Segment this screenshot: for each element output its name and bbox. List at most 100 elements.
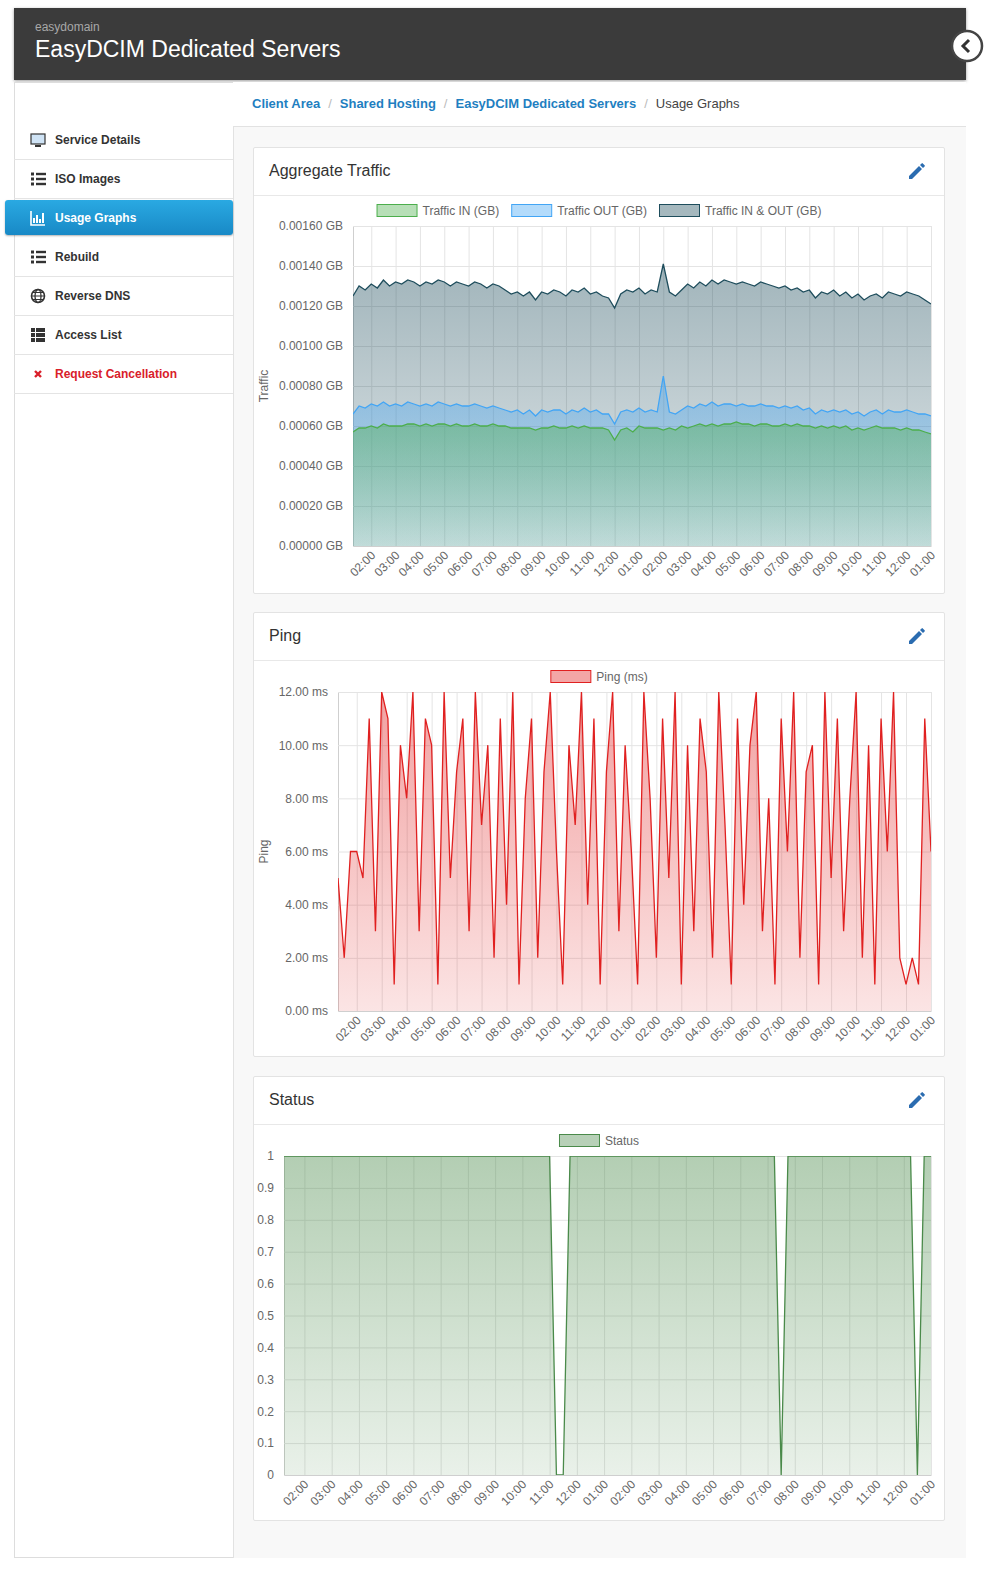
y-tick-label: 0.00000 GB (279, 539, 343, 553)
breadcrumb-link[interactable]: EasyDCIM Dedicated Servers (455, 96, 636, 111)
panel-header: Aggregate Traffic (254, 148, 944, 196)
y-tick-label: 6.00 ms (285, 845, 328, 859)
chart: 0.00000 GB0.00020 GB0.00040 GB0.00060 GB… (254, 196, 944, 593)
icon-part (31, 261, 34, 264)
sidebar-label[interactable]: Reverse DNS (55, 289, 130, 303)
sidebar-label[interactable]: Rebuild (55, 250, 99, 264)
sidebar-item[interactable]: Reverse DNS (14, 277, 233, 316)
edit-button[interactable] (906, 1089, 928, 1111)
legend-swatch (512, 205, 552, 217)
y-tick-label: 0.2 (257, 1405, 274, 1419)
x-tick-label: 12:00 (553, 1477, 584, 1508)
sidebar-label[interactable]: Service Details (55, 133, 140, 147)
breadcrumb-link[interactable]: Client Area (252, 96, 320, 111)
x-axis: 02:0003:0004:0005:0006:0007:0008:0009:00… (280, 1156, 938, 1508)
x-tick-label: 12:00 (590, 548, 621, 579)
toggle-chevron[interactable] (963, 40, 969, 52)
x-tick-label: 09:00 (798, 1477, 829, 1508)
edit-icon[interactable] (909, 1092, 925, 1108)
sidebar-item[interactable]: Access List (14, 316, 233, 355)
sidebar-label[interactable]: Usage Graphs (55, 211, 136, 225)
x-tick-label: 12:00 (582, 1013, 613, 1044)
x-tick-label: 09:00 (471, 1477, 502, 1508)
x-tick-label: 06:00 (389, 1477, 420, 1508)
y-tick-label: 0.7 (257, 1245, 274, 1259)
x-tick-label: 11:00 (858, 1013, 889, 1044)
icon-part (36, 215, 38, 223)
sidebar-item[interactable]: ISO Images (14, 160, 233, 199)
sidebar-icon[interactable] (30, 327, 46, 343)
series-group (284, 1156, 931, 1475)
icon-part (32, 293, 45, 300)
legend: Status (559, 1134, 639, 1148)
icon-part (36, 261, 46, 263)
sidebar-item[interactable]: Usage Graphs (5, 200, 233, 235)
sidebar-item[interactable]: Service Details (14, 121, 233, 160)
sidebar-toggle[interactable] (950, 29, 984, 63)
x-tick-label: 01:00 (615, 548, 646, 579)
series-line (353, 264, 931, 308)
breadcrumb-link[interactable]: Shared Hosting (340, 96, 436, 111)
icon-part (36, 178, 46, 180)
edit-icon[interactable] (909, 628, 925, 644)
sidebar-icon[interactable] (30, 366, 46, 382)
sidebar-item[interactable]: Request Cancellation (14, 355, 233, 394)
x-tick-label: 09:00 (810, 548, 841, 579)
x-axis-line (354, 546, 932, 547)
y-axis-title: Traffic (257, 370, 271, 403)
x-tick-label: 03:00 (664, 548, 695, 579)
header-title: EasyDCIM Dedicated Servers (35, 36, 341, 63)
grid-line (931, 1156, 932, 1475)
y-tick: 0.00140 GB (279, 259, 931, 273)
icon-part (31, 183, 34, 186)
edit-button[interactable] (906, 625, 928, 647)
icon-part (36, 173, 46, 175)
grid-line (353, 546, 931, 547)
sidebar-icon[interactable] (30, 249, 46, 265)
series-line (338, 692, 931, 984)
panel: Status00.10.20.30.40.50.60.70.80.9102:00… (253, 1076, 945, 1521)
x-tick-label: 11:00 (859, 548, 890, 579)
x-tick-label: 05:00 (420, 548, 451, 579)
plot-area: 00.10.20.30.40.50.60.70.80.9102:0003:000… (257, 1149, 938, 1508)
x-tick-label: 10:00 (542, 548, 573, 579)
edit-button[interactable] (906, 160, 928, 182)
grid-line (353, 266, 931, 267)
toggle-circle[interactable] (952, 31, 982, 61)
legend-swatch (660, 205, 700, 217)
panel-header: Status (254, 1077, 944, 1125)
sidebar-icon[interactable] (30, 210, 46, 226)
icon-part (31, 211, 45, 225)
icon-part (36, 183, 46, 185)
y-tick-label: 0.4 (257, 1341, 274, 1355)
x-tick-label: 02:00 (632, 1013, 663, 1044)
y-axis: 0.00000 GB0.00020 GB0.00040 GB0.00060 GB… (279, 219, 931, 553)
sidebar-label[interactable]: Access List (55, 328, 122, 342)
sidebar-icon[interactable] (30, 288, 46, 304)
sidebar-item[interactable]: Rebuild (14, 238, 233, 277)
x-tick-label: 02:00 (639, 548, 670, 579)
edit-icon[interactable] (909, 163, 925, 179)
panel-header: Ping (254, 613, 944, 661)
x-tick-label: 07:00 (457, 1013, 488, 1044)
x-tick-label: 07:00 (417, 1477, 448, 1508)
icon-part (31, 251, 34, 254)
y-tick-label: 0.6 (257, 1277, 274, 1291)
legend-item: Traffic OUT (GB) (512, 204, 647, 218)
x-tick-label: 06:00 (432, 1013, 463, 1044)
y-tick-label: 0.9 (257, 1181, 274, 1195)
sidebar-icon[interactable] (30, 171, 46, 187)
x-tick-label: 06:00 (732, 1013, 763, 1044)
sidebar-label[interactable]: ISO Images (55, 172, 120, 186)
y-tick-label: 0.00020 GB (279, 499, 343, 513)
legend: Ping (ms) (551, 670, 648, 684)
y-tick-label: 0.3 (257, 1373, 274, 1387)
panel-title: Ping (269, 627, 301, 645)
sidebar-label[interactable]: Request Cancellation (55, 367, 177, 381)
y-tick-label: 8.00 ms (285, 792, 328, 806)
legend-label: Status (605, 1134, 639, 1148)
x-tick-label: 01:00 (580, 1477, 611, 1508)
header-subtitle: easydomain (35, 20, 100, 34)
series-area (353, 422, 931, 546)
sidebar-icon[interactable] (30, 132, 46, 148)
